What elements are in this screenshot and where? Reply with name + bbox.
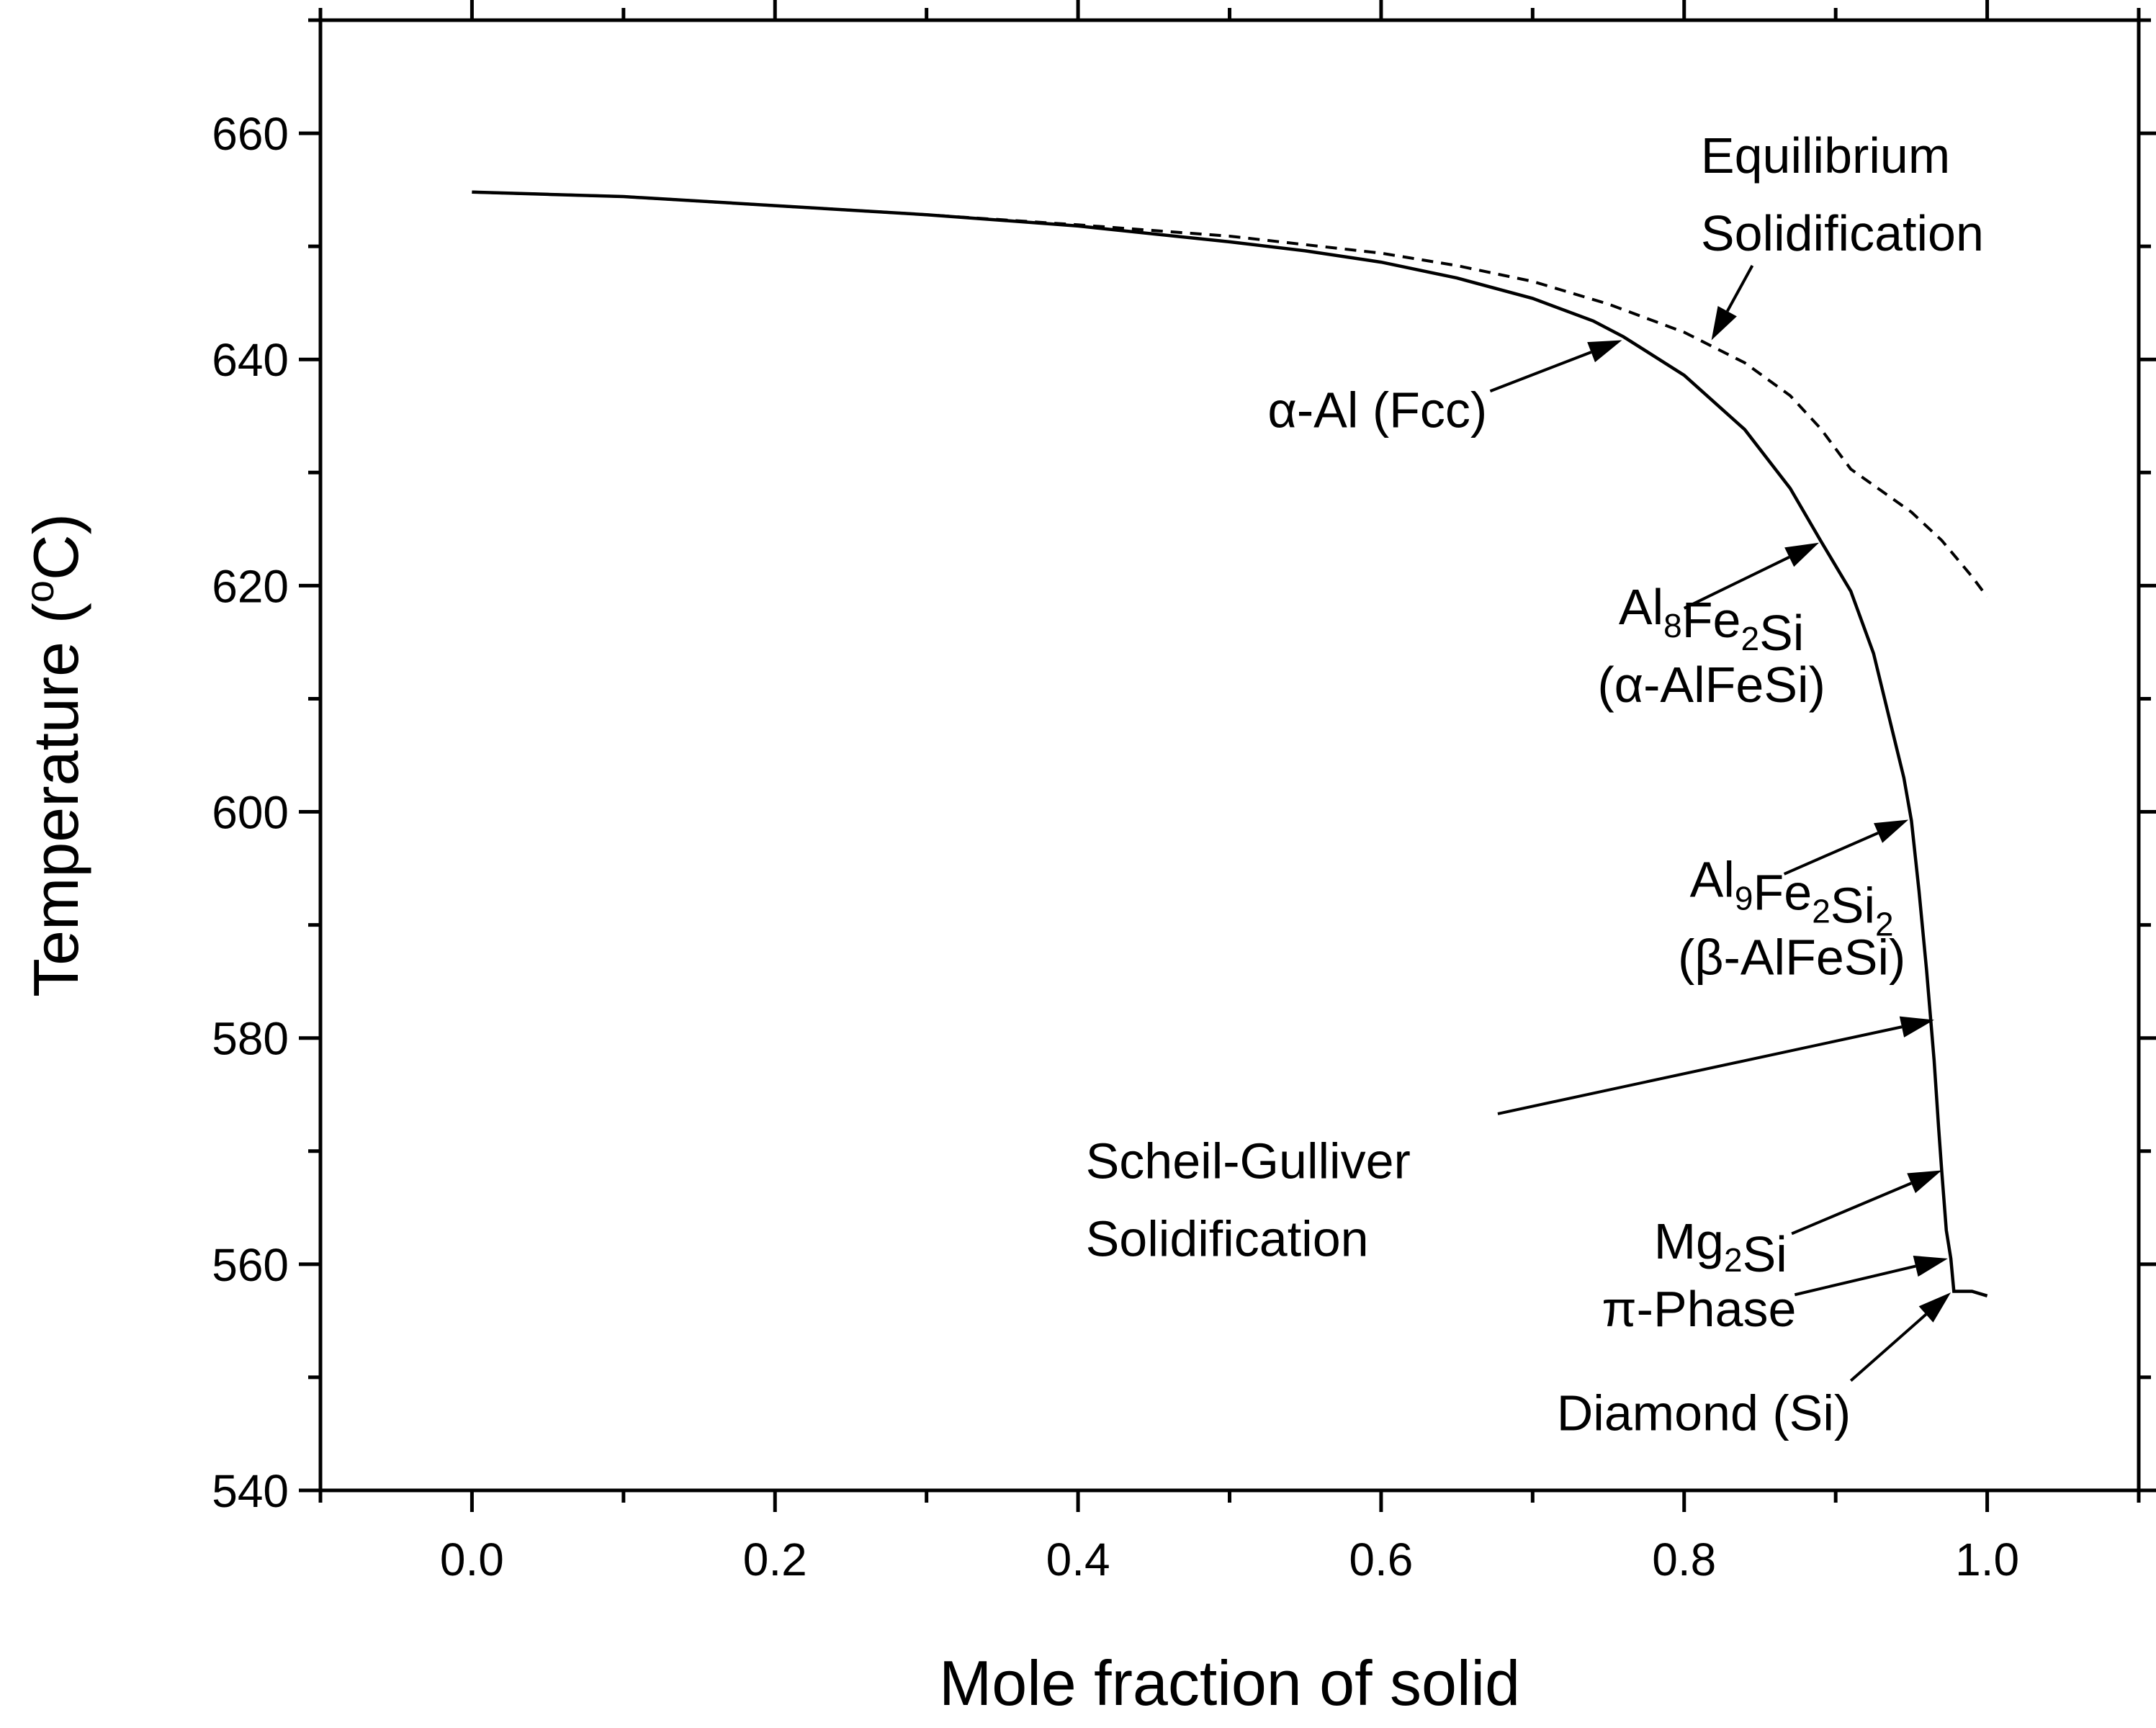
axis-ticks: [299, 0, 2156, 1512]
x-tick-label: 0.8: [1652, 1534, 1716, 1585]
series-layer: [472, 190, 1989, 1297]
annotation-al9fe2si2: (β-AlFeSi): [1678, 929, 1905, 985]
arrow-pi-phase: [1794, 1264, 1916, 1297]
plot-frame: [318, 18, 2141, 1493]
annotation-equilibrium: Solidification: [1701, 205, 1984, 261]
arrow-head-scheil: [1899, 1016, 1934, 1038]
arrow-head-diamond: [1918, 1292, 1951, 1323]
arrow-scheil: [1497, 1025, 1903, 1115]
arrow-alpha-al: [1489, 351, 1592, 393]
annotation-equilibrium: Equilibrium: [1701, 127, 1950, 184]
arrow-mg2si: [1791, 1182, 1912, 1236]
annotation-text: (α-AlFeSi): [1597, 657, 1825, 713]
annotation-subscript: 2: [1724, 1241, 1743, 1279]
arrow-al8fe2si: [1683, 556, 1790, 610]
y-axis-title-main: Temperature (: [20, 603, 91, 997]
arrow-head-alpha-al: [1587, 340, 1622, 363]
y-tick-label: 580: [212, 1013, 289, 1065]
annotation-text: Al: [1690, 851, 1735, 907]
annotation-subscript: 8: [1663, 607, 1682, 644]
annotation-text: Si: [1831, 877, 1875, 933]
y-axis-title-degree: o: [17, 580, 62, 603]
y-tick-label: 560: [212, 1239, 289, 1291]
arrow-head-al9fe2si2: [1874, 819, 1909, 843]
x-tick-label: 0.2: [743, 1534, 807, 1585]
tick-labels: 0.0 0.2 0.4 0.6 0.8 1.0 540 560 580 600 620 640 660: [212, 108, 2019, 1585]
arrow-head-pi-phase: [1913, 1255, 1948, 1277]
arrow-diamond: [1849, 1313, 1927, 1382]
annotation-text: Diamond (Si): [1557, 1385, 1851, 1441]
annotation-text: Scheil-Gulliver: [1086, 1133, 1411, 1189]
annotation-text: Solidification: [1086, 1210, 1369, 1266]
annotation-al8fe2si: (α-AlFeSi): [1597, 657, 1825, 713]
annotation-text: α-Al (Fcc): [1267, 382, 1487, 438]
arrow-equilibrium: [1725, 264, 1754, 312]
arrow-head-equilibrium: [1711, 305, 1737, 341]
annotation-scheil: Scheil-Gulliver: [1086, 1133, 1411, 1189]
annotation-text: π-Phase: [1602, 1281, 1796, 1337]
annotation-subscript: 2: [1740, 620, 1759, 657]
annotation-text: Equilibrium: [1701, 127, 1950, 184]
y-tick-label: 640: [212, 334, 289, 386]
annotation-pi-phase: π-Phase: [1602, 1281, 1796, 1337]
annotation-text: Mg: [1654, 1213, 1724, 1269]
annotation-subscript: 2: [1875, 905, 1894, 942]
x-tick-label: 0.4: [1046, 1534, 1110, 1585]
x-tick-label: 0.0: [440, 1534, 504, 1585]
x-axis-title: Mole fraction of solid: [939, 1647, 1520, 1719]
y-tick-label: 660: [212, 108, 289, 160]
annotation-text: Fe: [1753, 864, 1812, 920]
y-axis-title: Temperature (oC): [17, 513, 91, 997]
annotation-alpha-al: α-Al (Fcc): [1267, 382, 1487, 438]
y-axis-title-end: C): [20, 513, 91, 580]
annotation-al9fe2si2: Al9Fe2Si2: [1690, 851, 1894, 942]
y-tick-label: 620: [212, 560, 289, 612]
annotation-mg2si: Mg2Si: [1654, 1213, 1787, 1282]
y-tick-label: 540: [212, 1465, 289, 1517]
annotation-text: Fe: [1682, 592, 1741, 648]
annotation-text: Al: [1619, 579, 1663, 635]
arrow-head-mg2si: [1907, 1170, 1942, 1194]
annotation-text: (β-AlFeSi): [1678, 929, 1905, 985]
annotation-text: Solidification: [1701, 205, 1984, 261]
annotation-al8fe2si: Al8Fe2Si: [1619, 579, 1804, 661]
annotation-text: Si: [1743, 1226, 1787, 1282]
annotation-subscript: 9: [1735, 879, 1753, 917]
arrow-al9fe2si2: [1783, 832, 1879, 876]
annotation-subscript: 2: [1812, 892, 1831, 930]
x-tick-label: 1.0: [1955, 1534, 2019, 1585]
x-tick-label: 0.6: [1349, 1534, 1413, 1585]
annotation-text: Si: [1759, 605, 1804, 661]
series-line-scheil: [472, 190, 1988, 1297]
annotation-scheil: Solidification: [1086, 1210, 1369, 1266]
arrow-head-al8fe2si: [1784, 542, 1820, 567]
annotation-diamond: Diamond (Si): [1557, 1385, 1851, 1441]
y-tick-label: 600: [212, 787, 289, 839]
